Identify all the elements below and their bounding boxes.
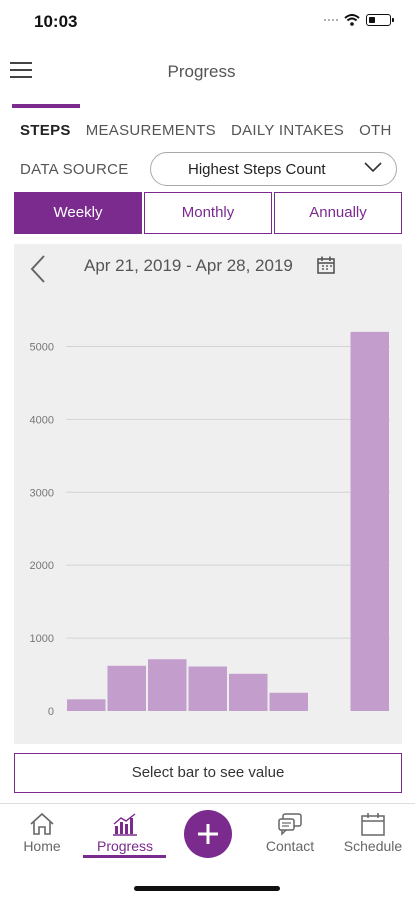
chat-bubbles-icon <box>278 813 302 836</box>
y-tick-label: 1000 <box>30 633 54 645</box>
tab-daily-intakes[interactable]: DAILY INTAKES <box>230 122 345 139</box>
select-bar-hint: Select bar to see value <box>14 753 402 793</box>
data-source-value: Highest Steps Count <box>188 161 326 178</box>
nav-contact[interactable]: Contact <box>250 812 330 854</box>
bar[interactable] <box>229 673 268 711</box>
nav-contact-label: Contact <box>265 838 315 854</box>
weekly-button[interactable]: Weekly <box>14 192 142 234</box>
nav-home[interactable]: Home <box>2 812 82 854</box>
y-tick-label: 0 <box>48 706 54 718</box>
nav-progress[interactable]: Progress <box>85 812 165 854</box>
y-tick-label: 5000 <box>30 341 54 353</box>
steps-bar-chart[interactable]: 0 1000 2000 3000 4000 5000 <box>14 244 402 744</box>
status-icons <box>324 14 394 26</box>
page-title: Progress <box>167 62 236 81</box>
nav-active-underline <box>83 855 166 858</box>
bar[interactable] <box>269 692 309 711</box>
tab-measurements[interactable]: MEASUREMENTS <box>85 122 216 139</box>
y-tick-label: 2000 <box>30 560 54 572</box>
y-tick-label: 3000 <box>30 487 54 499</box>
bottom-nav: Home Progress Contact <box>0 803 415 873</box>
annually-button[interactable]: Annually <box>274 192 402 234</box>
calendar-icon[interactable] <box>316 255 336 275</box>
add-button[interactable] <box>184 810 232 858</box>
period-toggle: Weekly Monthly Annually <box>14 192 402 234</box>
chevron-left-icon[interactable] <box>28 254 48 284</box>
bar[interactable] <box>350 331 390 711</box>
signal-icon <box>324 19 338 21</box>
nav-home-label: Home <box>23 838 61 854</box>
bar[interactable] <box>188 666 228 711</box>
home-icon <box>30 812 54 835</box>
chevron-down-icon <box>364 162 382 173</box>
status-time: 10:03 <box>34 12 78 31</box>
calendar-schedule-icon <box>361 813 385 836</box>
home-indicator <box>134 886 280 891</box>
tab-steps[interactable]: STEPS <box>20 122 71 139</box>
active-tab-indicator <box>12 104 80 108</box>
status-bar: 10:03 <box>0 0 415 44</box>
bar[interactable] <box>148 659 187 711</box>
data-source-label: DATA SOURCE <box>20 161 129 178</box>
y-tick-label: 4000 <box>30 414 54 426</box>
battery-icon <box>366 14 394 26</box>
nav-progress-label: Progress <box>96 838 154 854</box>
nav-schedule-label: Schedule <box>343 838 403 854</box>
wifi-icon <box>344 14 360 26</box>
bar[interactable] <box>67 699 106 711</box>
plus-icon <box>198 824 218 844</box>
monthly-button[interactable]: Monthly <box>144 192 272 234</box>
data-source-select[interactable]: Highest Steps Count <box>150 152 397 186</box>
tab-others[interactable]: OTH <box>359 122 392 139</box>
chart-panel: Apr 21, 2019 - Apr 28, 2019 0 1000 2000 300… <box>14 244 402 744</box>
bar[interactable] <box>107 665 147 711</box>
app-header: Progress <box>0 48 415 96</box>
nav-schedule[interactable]: Schedule <box>333 812 413 854</box>
hamburger-menu-icon[interactable] <box>10 62 32 78</box>
date-range: Apr 21, 2019 - Apr 28, 2019 <box>84 256 293 275</box>
bar-chart-icon <box>113 813 137 836</box>
category-tabs: STEPS MEASUREMENTS DAILY INTAKES OTH <box>20 122 415 140</box>
